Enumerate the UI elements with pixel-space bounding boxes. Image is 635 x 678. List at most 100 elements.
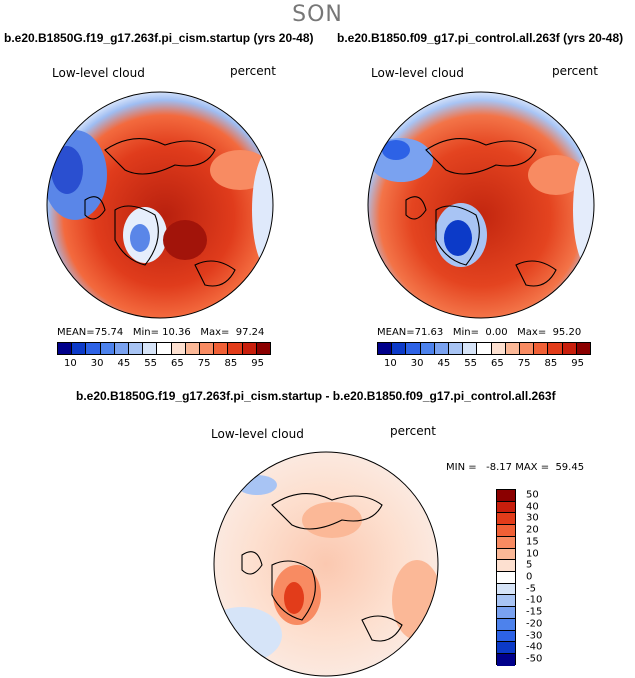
panel-1-colorbar-swatch <box>114 343 130 354</box>
diff-colorbar-swatch <box>497 607 515 619</box>
diff-coastlines <box>241 493 403 642</box>
diff-colorbar-swatch <box>497 654 515 666</box>
panel-2-polar-map <box>367 91 595 319</box>
panel-2-colorbar-swatch <box>520 343 535 354</box>
panel-1-variable-label: Low-level cloud <box>52 66 145 80</box>
panel-1-colorbar-swatch <box>185 343 201 354</box>
diff-colorbar <box>496 489 516 666</box>
panel-1-colorbar-swatch <box>72 343 87 354</box>
diff-colorbar-tick-label: 5 <box>526 559 533 571</box>
panel-1-colorbar-tick-label: 85 <box>224 358 238 369</box>
panel-1-colorbar-swatch <box>228 343 243 354</box>
diff-colorbar-swatch <box>497 490 515 502</box>
panel-1-colorbar-tick-label: 75 <box>197 358 211 369</box>
panel-1-colorbar-swatch <box>143 343 158 354</box>
panel-2-colorbar-tick-label: 30 <box>410 358 424 369</box>
panel-1-colorbar-swatch <box>171 343 186 354</box>
panel-1-colorbar <box>57 342 271 355</box>
diff-colorbar-tick-label: -50 <box>526 653 543 665</box>
panel-1-colorbar-tick-label: 45 <box>117 358 131 369</box>
panel-2-colorbar-swatch <box>463 343 478 354</box>
panel-2-units-label: percent <box>552 64 598 78</box>
panel-1-colorbar-tick-label: 30 <box>90 358 104 369</box>
panel-1-colorbar-swatch <box>242 343 257 354</box>
diff-colorbar-tick-label: 10 <box>526 548 539 560</box>
diff-colorbar-ticks: 50 40 30 20 15 10 5 0 -5 -10 -15 -20 -30 -40 -50 <box>526 489 566 665</box>
diff-colorbar-swatch <box>497 501 515 514</box>
panel-2-variable-label: Low-level cloud <box>371 66 464 80</box>
panel-1-colorbar-tick-label: 65 <box>171 358 184 369</box>
panel-2-colorbar-tick-label: 55 <box>464 358 477 369</box>
diff-colorbar-tick-label: 30 <box>526 512 539 524</box>
panel-1-colorbar-tick-label: 10 <box>64 358 77 369</box>
diff-colorbar-tick-label: -5 <box>526 583 536 595</box>
panel-2-colorbar <box>377 342 591 355</box>
diff-colorbar-swatch <box>497 536 515 549</box>
panel-2-coastlines <box>405 138 557 287</box>
diff-colorbar-swatch <box>497 572 515 584</box>
panel-1-colorbar-swatch <box>86 343 101 354</box>
panel-1-units-label: percent <box>230 64 276 78</box>
panel-2-colorbar-tick-label: 10 <box>384 358 397 369</box>
diff-colorbar-swatch <box>497 642 515 655</box>
panel-1-colorbar-tick-label: 95 <box>251 358 264 369</box>
panel-1-colorbar-tick-label: 55 <box>144 358 157 369</box>
panel-2-colorbar-tick-label: 75 <box>517 358 531 369</box>
panel-1-colorbar-swatch <box>157 343 172 354</box>
panel-2-title: b.e20.B1850.f09_g17.pi_control.all.263f … <box>337 31 624 45</box>
diff-minmax: MIN = -8.17 MAX = 59.45 <box>446 462 585 473</box>
panel-2-colorbar-swatch <box>562 343 577 354</box>
diff-colorbar-tick-label: 20 <box>526 524 539 536</box>
diff-colorbar-swatch <box>497 525 515 537</box>
panel-2-colorbar-swatch <box>491 343 506 354</box>
panel-2-colorbar-swatch <box>505 343 521 354</box>
diff-units-label: percent <box>390 424 436 438</box>
panel-1-colorbar-ticks: 10 30 45 55 65 75 85 95 <box>57 358 271 372</box>
panel-2-colorbar-tick-label: 65 <box>491 358 504 369</box>
panel-2-colorbar-tick-label: 95 <box>571 358 584 369</box>
diff-colorbar-tick-label: -10 <box>526 594 543 606</box>
panel-1-colorbar-swatch <box>214 343 229 354</box>
panel-2-colorbar-swatch <box>392 343 407 354</box>
diff-colorbar-tick-label: 15 <box>526 536 539 548</box>
diff-polar-map <box>213 451 439 677</box>
panel-2-colorbar-swatch <box>420 343 435 354</box>
panel-1-polar-map <box>46 91 274 319</box>
panel-1-title: b.e20.B1850G.f19_g17.263f.pi_cism.startu… <box>4 31 314 45</box>
panel-2-stats: MEAN=71.63 Min= 0.00 Max= 95.20 <box>377 327 582 338</box>
diff-colorbar-swatch <box>497 548 515 561</box>
diff-colorbar-swatch <box>497 583 515 596</box>
panel-2-colorbar-swatch <box>477 343 492 354</box>
panel-2-colorbar-swatch <box>449 343 464 354</box>
panel-2-colorbar-swatch <box>406 343 421 354</box>
diff-colorbar-tick-label: -30 <box>526 630 543 642</box>
diff-colorbar-tick-label: 50 <box>526 489 539 501</box>
diff-colorbar-swatch <box>497 560 515 573</box>
panel-1-colorbar-swatch <box>100 343 115 354</box>
panel-1-colorbar-swatch <box>58 343 73 354</box>
panel-2-colorbar-swatch <box>434 343 450 354</box>
panel-1-colorbar-swatch <box>200 343 215 354</box>
diff-colorbar-swatch <box>497 595 515 608</box>
diff-variable-label: Low-level cloud <box>211 427 304 441</box>
panel-2-colorbar-tick-label: 85 <box>544 358 558 369</box>
panel-2-colorbar-ticks: 10 30 45 55 65 75 85 95 <box>377 358 591 372</box>
diff-colorbar-tick-label: 40 <box>526 501 539 513</box>
diff-colorbar-tick-label: -40 <box>526 641 543 653</box>
season-title: SON <box>292 2 343 27</box>
diff-colorbar-swatch <box>497 630 515 643</box>
panel-2-colorbar-tick-label: 45 <box>437 358 451 369</box>
diff-colorbar-tick-label: -20 <box>526 618 543 630</box>
panel-2-colorbar-swatch <box>576 343 591 354</box>
panel-2-colorbar-swatch <box>378 343 393 354</box>
diff-colorbar-tick-label: -15 <box>526 606 543 618</box>
panel-2-colorbar-swatch <box>534 343 549 354</box>
panel-1-colorbar-swatch <box>129 343 144 354</box>
panel-1-stats: MEAN=75.74 Min= 10.36 Max= 97.24 <box>57 327 265 338</box>
panel-1-coastlines <box>84 138 236 287</box>
panel-2-colorbar-swatch <box>548 343 563 354</box>
panel-1-colorbar-swatch <box>256 343 271 354</box>
diff-colorbar-swatch <box>497 618 515 631</box>
diff-colorbar-tick-label: 0 <box>526 571 533 583</box>
diff-title: b.e20.B1850G.f19_g17.263f.pi_cism.startu… <box>76 389 556 403</box>
